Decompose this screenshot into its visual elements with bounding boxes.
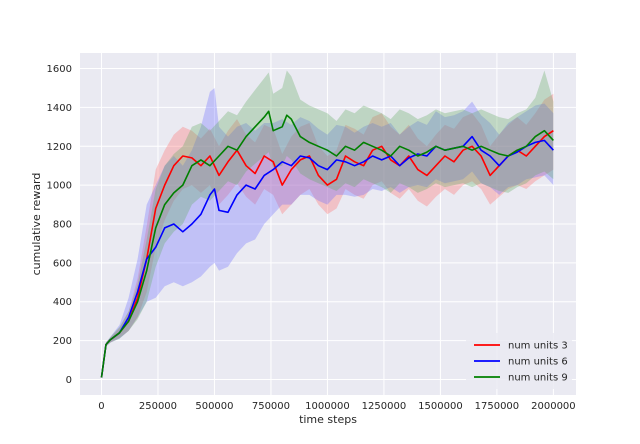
x-tick-label: 750000 [252, 401, 290, 412]
y-axis-label: cumulative reward [30, 173, 43, 276]
series-lines [100, 110, 554, 378]
x-tick-label: 1750000 [475, 401, 520, 412]
series-line [100, 130, 554, 378]
y-tick-labels: 0 200 400 600 800 1000 1200 1400 1600 [47, 64, 72, 386]
legend: num units 3 num units 6 num units 9 [466, 333, 572, 389]
legend-label: num units 6 [508, 357, 568, 368]
y-tick-label: 1600 [47, 64, 72, 75]
x-tick-label: 500000 [195, 401, 233, 412]
y-tick-label: 800 [53, 220, 72, 231]
y-tick-label: 200 [53, 336, 72, 347]
x-tick-label: 250000 [139, 401, 177, 412]
series-line [100, 135, 554, 378]
legend-label: num units 3 [508, 341, 568, 352]
y-tick-label: 1200 [47, 142, 72, 153]
x-tick-label: 1250000 [362, 401, 407, 412]
y-tick-label: 0 [66, 375, 72, 386]
y-tick-label: 400 [53, 297, 72, 308]
x-tick-label: 1500000 [418, 401, 463, 412]
x-tick-labels: 0 250000 500000 750000 1000000 1250000 1500000… [98, 401, 575, 412]
x-tick-label: 0 [98, 401, 104, 412]
x-axis-label: time steps [299, 413, 357, 426]
legend-label: num units 9 [508, 373, 568, 384]
y-tick-label: 600 [53, 258, 72, 269]
x-tick-label: 2000000 [531, 401, 576, 412]
series-line [100, 110, 554, 378]
y-tick-label: 1400 [47, 103, 72, 114]
y-tick-label: 1000 [47, 181, 72, 192]
x-tick-label: 1000000 [305, 401, 350, 412]
